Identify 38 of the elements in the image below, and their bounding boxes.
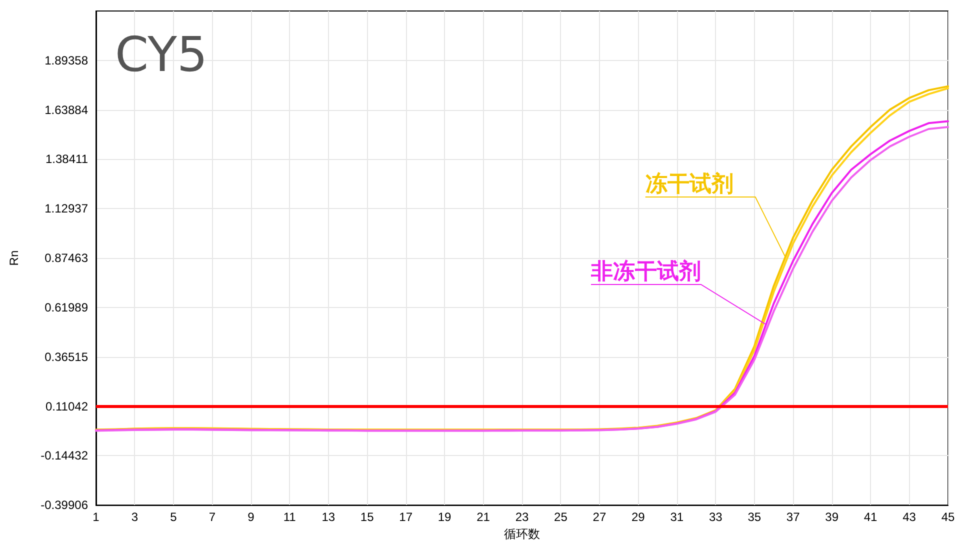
- chart-title: CY5: [115, 27, 208, 83]
- text: 非冻干试剂: [590, 258, 701, 284]
- x-tick-label: 11: [283, 510, 296, 524]
- x-tick-label: 39: [825, 510, 839, 524]
- x-tick-label: 27: [592, 510, 606, 524]
- x-tick-label: 1: [92, 510, 100, 524]
- y-tick-label: 0.11042: [46, 399, 88, 414]
- x-tick-label: 45: [941, 510, 955, 524]
- x-tick-label: 5: [170, 510, 178, 524]
- x-tick-label: 23: [515, 510, 529, 524]
- x-tick-label: 13: [322, 510, 336, 524]
- x-tick-label: 3: [131, 510, 138, 524]
- y-tick-label: 0.61989: [44, 300, 88, 314]
- y-tick-label: 1.63884: [44, 102, 88, 117]
- x-tick-label: 33: [708, 510, 723, 524]
- y-tick-label: 1.89358: [44, 53, 88, 68]
- x-tick-label: 41: [864, 510, 878, 524]
- x-tick-label: 43: [902, 510, 916, 524]
- x-tick-label: 15: [360, 510, 374, 524]
- x-tick-label: 25: [554, 510, 568, 524]
- y-tick-label: -0.39906: [40, 498, 88, 512]
- x-tick-label: 19: [438, 510, 452, 524]
- y-tick-label: 1.12937: [44, 202, 88, 216]
- y-tick-label: 1.38411: [46, 152, 88, 166]
- x-tick-label: 21: [476, 510, 490, 524]
- x-tick-label: 35: [748, 510, 762, 524]
- text: 冻干试剂: [645, 171, 734, 196]
- x-tick-label: 37: [786, 510, 800, 524]
- x-axis-title: 循环数: [504, 527, 540, 541]
- y-tick-label: -0.14432: [40, 448, 88, 463]
- x-tick-label: 17: [399, 510, 413, 524]
- x-tick-label: 7: [208, 510, 216, 524]
- x-tick-label: 29: [632, 510, 646, 524]
- y-tick-label: 0.36515: [44, 350, 88, 364]
- x-tick-label: 31: [670, 510, 684, 524]
- y-tick-label: 0.87463: [44, 251, 88, 266]
- y-axis-title: Rn: [7, 250, 21, 266]
- x-tick-label: 9: [248, 510, 255, 524]
